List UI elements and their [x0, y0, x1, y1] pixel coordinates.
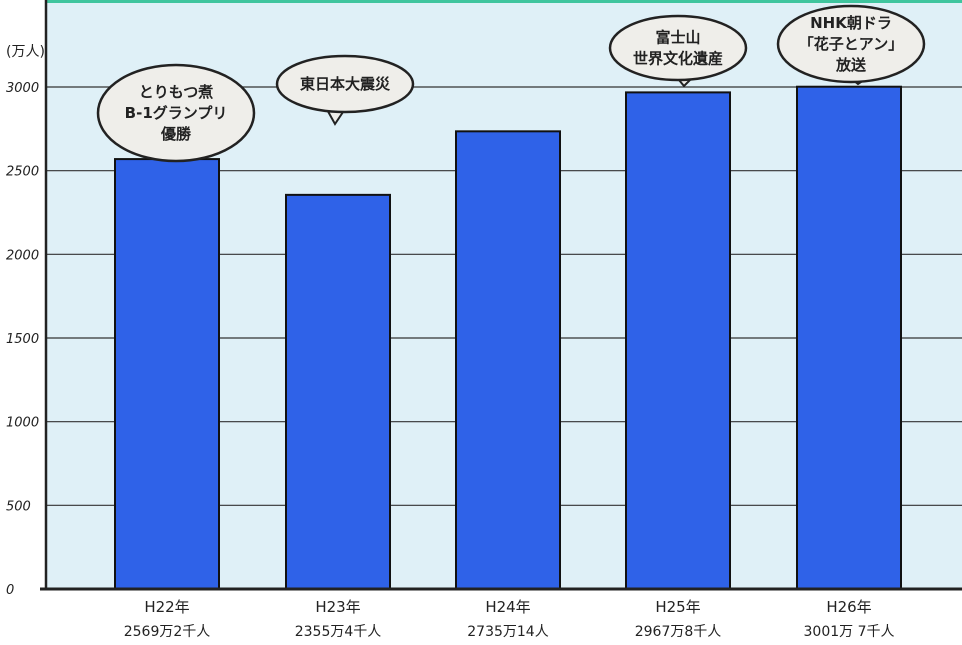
bubble-body	[275, 54, 415, 114]
annotation-text: 富士山	[655, 29, 700, 47]
annotation-text: とりもつ煮	[139, 83, 213, 101]
data-label: 2569万2千人	[124, 624, 211, 640]
data-label: 2355万4千人	[295, 624, 382, 640]
bar	[114, 158, 220, 591]
annotation-bubble: 東日本大震災	[275, 54, 415, 126]
annotation-text: NHK朝ドラ	[810, 14, 892, 32]
y-tick-label: 2500	[6, 165, 39, 180]
x-labels: H22年 2569万2千人 H23年 2355万4千人 H24年 2735万14人 H25年…	[124, 598, 895, 640]
annotation-text: 世界文化遺産	[633, 50, 723, 68]
annotation-bubble: NHK朝ドラ「花子とアン」放送	[776, 4, 926, 86]
x-tick-label: H25年	[655, 598, 700, 616]
bubble-body	[608, 14, 748, 82]
x-tick-label: H22年	[144, 598, 189, 616]
y-tick-labels: 0 500 1000 1500 2000 2500 3000	[6, 81, 39, 598]
y-axis-unit: (万人)	[6, 44, 45, 60]
x-tick-label: H24年	[485, 598, 530, 616]
y-tick-label: 3000	[6, 81, 39, 96]
bubble-body	[96, 63, 256, 163]
annotation-text: 「花子とアン」	[799, 35, 903, 53]
y-tick-label: 1000	[6, 416, 39, 431]
bar	[285, 193, 391, 590]
annotation-text: B-1グランプリ	[125, 104, 228, 122]
x-tick-label: H26年	[826, 598, 871, 616]
bar	[625, 91, 731, 591]
y-tick-label: 500	[6, 499, 31, 514]
data-label: 2735万14人	[467, 624, 548, 640]
bars	[114, 85, 902, 591]
data-label: 3001万 7千人	[804, 624, 895, 640]
bar	[455, 130, 561, 590]
y-tick-label: 0	[6, 583, 14, 598]
x-tick-label: H23年	[315, 598, 360, 616]
data-label: 2967万8千人	[635, 624, 722, 640]
annotation-text: 優勝	[160, 125, 192, 143]
top-band	[46, 0, 962, 3]
y-tick-label: 1500	[6, 332, 39, 347]
y-tick-label: 2000	[6, 248, 39, 263]
annotation-text: 東日本大震災	[300, 75, 391, 93]
bubble-body	[776, 4, 926, 84]
bar	[796, 85, 902, 590]
annotation-text: 放送	[835, 56, 867, 74]
